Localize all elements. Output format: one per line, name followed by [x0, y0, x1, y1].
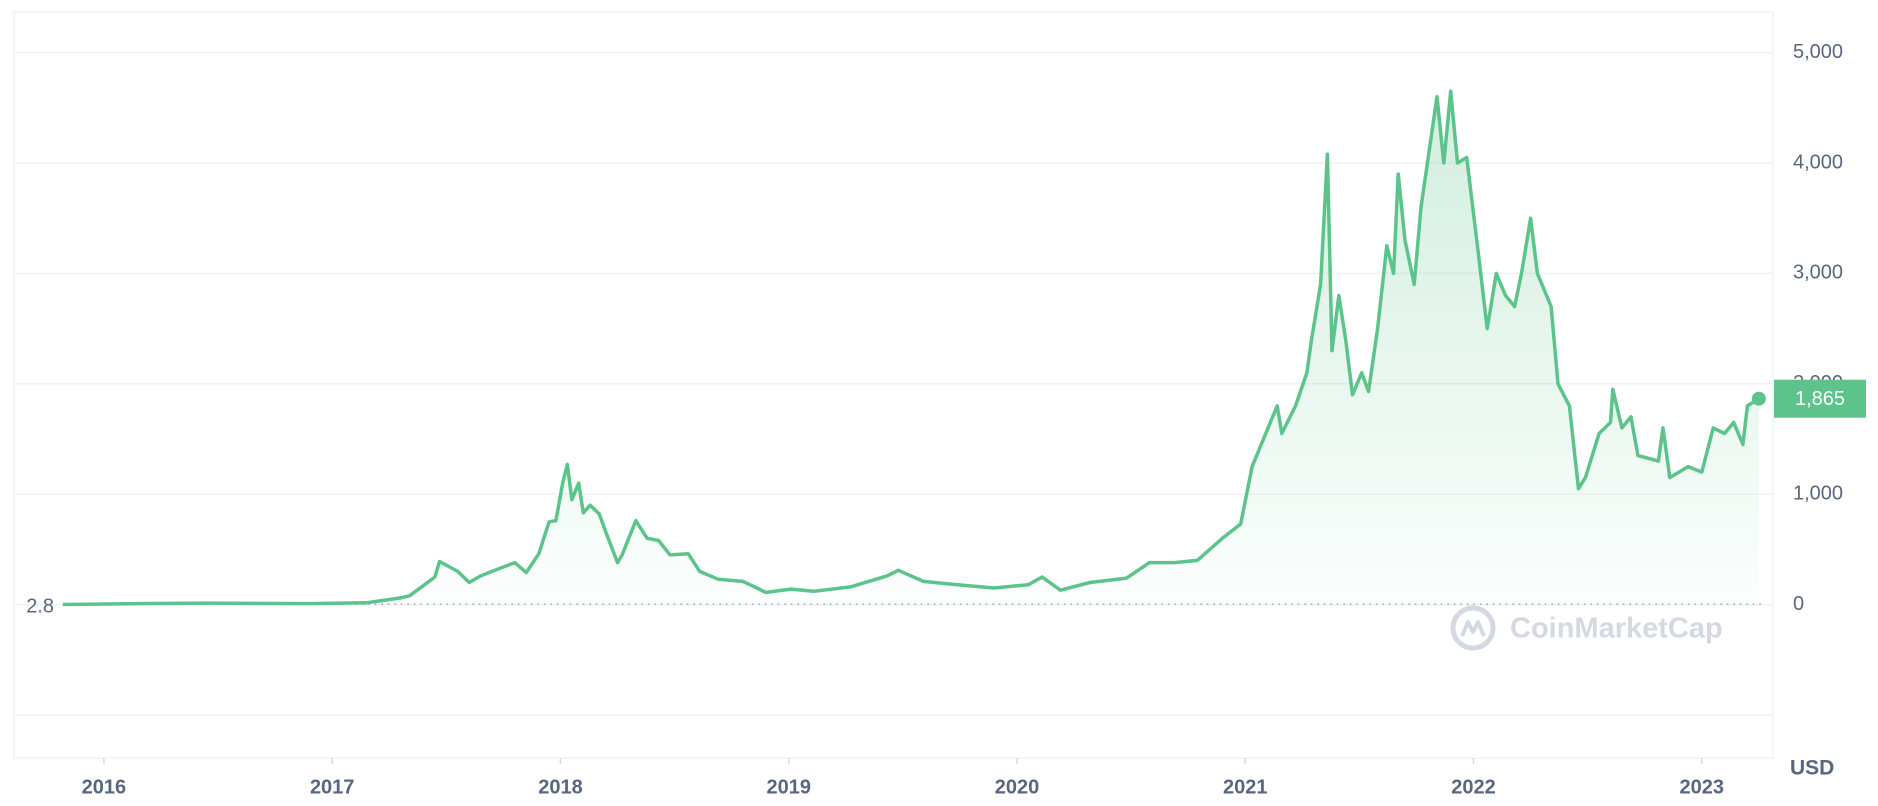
price-tag-label: 1,865 — [1795, 388, 1845, 410]
x-tick-label: 2021 — [1223, 776, 1268, 798]
x-tick-label: 2019 — [766, 776, 811, 798]
x-tick-label: 2017 — [310, 776, 355, 798]
price-line — [62, 89, 1760, 607]
watermark-logo-mark — [1460, 620, 1486, 637]
y-tick-label: 1,000 — [1793, 482, 1843, 504]
start-level-label: 2.8 — [26, 596, 54, 618]
y-tick-label: 3,000 — [1793, 262, 1843, 284]
watermark-text: CoinMarketCap — [1510, 613, 1723, 645]
watermark-logo — [1450, 605, 1496, 651]
y-tick-label: 4,000 — [1793, 151, 1843, 173]
x-tick-label: 2022 — [1451, 776, 1496, 798]
x-tick-label: 2016 — [82, 776, 127, 798]
currency-label: USD — [1790, 757, 1834, 780]
plot-frame — [13, 11, 1774, 759]
watermark: CoinMarketCap — [1450, 605, 1723, 651]
x-tick-label: 2023 — [1680, 776, 1725, 798]
y-tick-label: 5,000 — [1793, 41, 1843, 63]
y-tick-label: 0 — [1793, 593, 1804, 615]
price-tag — [1774, 379, 1866, 418]
x-tick-label: 2020 — [995, 776, 1040, 798]
x-tick-label: 2018 — [538, 776, 583, 798]
last-point — [1751, 391, 1766, 406]
area — [62, 91, 1759, 605]
